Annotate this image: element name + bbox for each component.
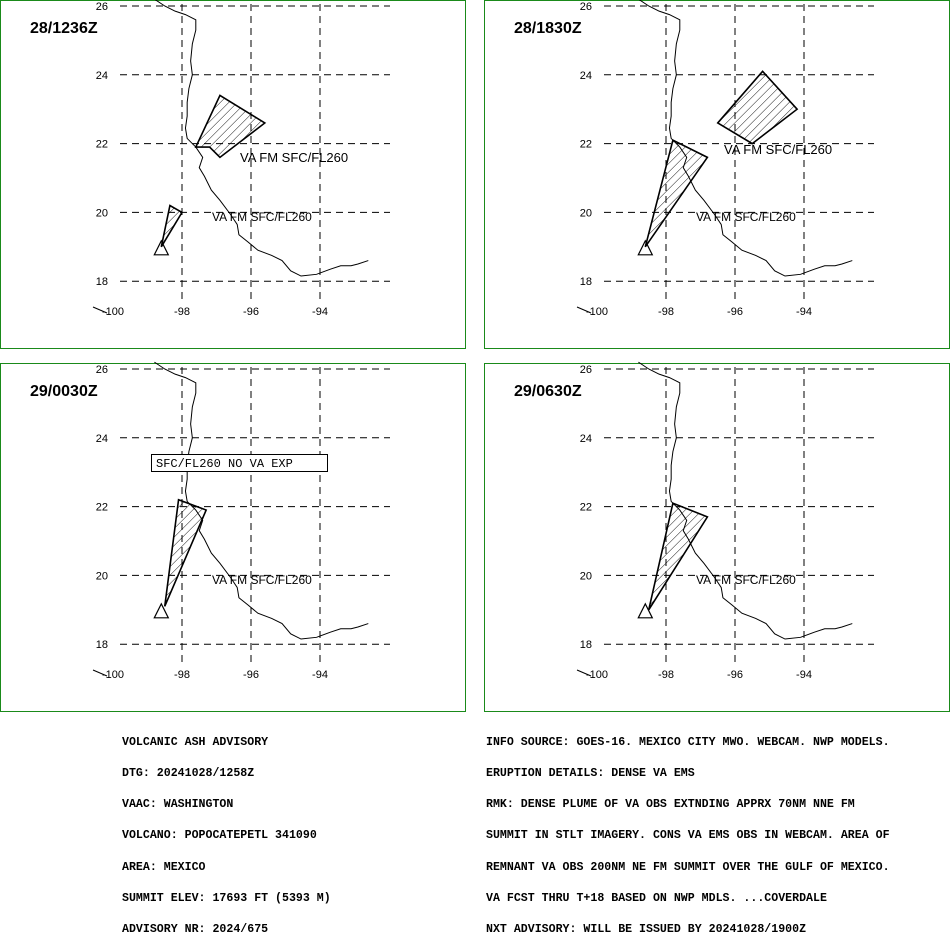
latitude-tick-label: 22: [96, 139, 108, 151]
advisory-forecast: VA FCST THRU T+18 BASED ON NWP MDLS. ...…: [486, 891, 827, 905]
volcano-icon: [637, 239, 654, 256]
advisory-title: VOLCANIC ASH ADVISORY: [122, 735, 269, 749]
ash-cloud-polygon: [716, 70, 799, 145]
latitude-tick-label: 24: [580, 70, 592, 82]
advisory-eruption-details: ERUPTION DETAILS: DENSE VA EMS: [486, 767, 695, 781]
latitude-tick-label: 26: [96, 364, 108, 376]
panel-time-label: 29/0030Z: [30, 383, 98, 400]
advisory-volcano: VOLCANO: POPOCATEPETL 341090: [122, 829, 317, 843]
advisory-info-left: VOLCANIC ASH ADVISORY DTG: 20241028/1258…: [122, 717, 331, 946]
latitude-tick-label: 26: [96, 1, 108, 13]
advisory-info-source: INFO SOURCE: GOES-16. MEXICO CITY MWO. W…: [486, 735, 890, 749]
longitude-tick-label: -94: [796, 669, 812, 681]
panel-time-label: 28/1236Z: [30, 20, 98, 37]
longitude-tick-label: -96: [727, 306, 743, 318]
map-panel: 26 24 22 20 18 -100 -98 -96 -94 29/0030Z VA FM SFC…: [0, 361, 466, 712]
map-panel: 26 24 22 20 18 -100 -98 -96 -94 28/1236Z VA FM SFC…: [0, 0, 466, 349]
no-ash-label: SFC/FL260 NO VA EXP: [156, 457, 293, 471]
latitude-tick-label: 20: [580, 207, 592, 219]
longitude-tick-label: -96: [727, 669, 743, 681]
advisory-vaac: VAAC: WASHINGTON: [122, 798, 234, 812]
longitude-tick-label: -96: [243, 306, 259, 318]
ash-cloud-label: VA FM SFC/FL260: [212, 210, 312, 224]
advisory-remark-2: SUMMIT IN STLT IMAGERY. CONS VA EMS OBS …: [486, 829, 890, 843]
longitude-tick-label: -100: [586, 669, 608, 681]
volcano-icon: [153, 239, 170, 256]
longitude-tick-label: -94: [312, 669, 328, 681]
advisory-area: AREA: MEXICO: [122, 860, 206, 874]
longitude-tick-label: -94: [796, 306, 812, 318]
ash-cloud-polygon: [194, 94, 267, 159]
coastline: [154, 0, 369, 277]
longitude-tick-label: -100: [102, 306, 124, 318]
coastline: [154, 361, 369, 640]
latitude-tick-label: 18: [96, 639, 108, 651]
latitude-tick-label: 20: [580, 570, 592, 582]
longitude-tick-label: -100: [586, 306, 608, 318]
advisory-info-right: INFO SOURCE: GOES-16. MEXICO CITY MWO. W…: [486, 717, 890, 946]
ash-cloud-label: VA FM SFC/FL260: [696, 210, 796, 224]
corner-tick-mark: [92, 669, 108, 677]
ash-cloud-polygon: [160, 204, 184, 248]
no-ash-label-box: [151, 454, 328, 472]
latitude-tick-label: 22: [580, 139, 592, 151]
panel-time-label: 29/0630Z: [514, 383, 582, 400]
advisory-dtg: DTG: 20241028/1258Z: [122, 767, 255, 781]
longitude-tick-label: -96: [243, 669, 259, 681]
advisory-remark-1: RMK: DENSE PLUME OF VA OBS EXTNDING APPR…: [486, 798, 855, 812]
latitude-tick-label: 18: [580, 639, 592, 651]
ash-cloud-polygon: [647, 502, 709, 611]
latitude-tick-label: 22: [96, 502, 108, 514]
longitude-tick-label: -98: [658, 306, 674, 318]
panel-frame: [0, 363, 466, 712]
panel-frame: [0, 0, 466, 349]
longitude-tick-label: -98: [174, 669, 190, 681]
volcano-icon: [637, 602, 654, 619]
ash-cloud-label: VA FM SFC/FL260: [724, 142, 832, 157]
latitude-tick-label: 18: [96, 276, 108, 288]
map-panel: 26 24 22 20 18 -100 -98 -96 -94 28/1830Z VA FM SFC…: [484, 0, 950, 349]
advisory-next: NXT ADVISORY: WILL BE ISSUED BY 20241028…: [486, 923, 807, 937]
latitude-tick-label: 20: [96, 207, 108, 219]
longitude-tick-label: -98: [174, 306, 190, 318]
latitude-tick-label: 26: [580, 1, 592, 13]
advisory-remark-3: REMNANT VA OBS 200NM NE FM SUMMIT OVER T…: [486, 860, 890, 874]
advisory-number: ADVISORY NR: 2024/675: [122, 923, 269, 937]
longitude-tick-label: -98: [658, 669, 674, 681]
latitude-tick-label: 24: [96, 433, 108, 445]
ash-cloud-label: VA FM SFC/FL260: [240, 150, 348, 165]
panel-time-label: 28/1830Z: [514, 20, 582, 37]
latitude-tick-label: 24: [96, 70, 108, 82]
longitude-tick-label: -100: [102, 669, 124, 681]
map-panel: 26 24 22 20 18 -100 -98 -96 -94 29/0630Z VA FM SFC…: [484, 361, 950, 712]
ash-cloud-polygon: [163, 498, 208, 607]
corner-tick-mark: [576, 669, 592, 677]
longitude-tick-label: -94: [312, 306, 328, 318]
latitude-tick-label: 20: [96, 570, 108, 582]
corner-tick-mark: [576, 306, 592, 314]
panel-frame: [484, 363, 950, 712]
panel-frame: [484, 0, 950, 349]
latitude-tick-label: 22: [580, 502, 592, 514]
volcano-icon: [153, 602, 170, 619]
latitude-tick-label: 24: [580, 433, 592, 445]
advisory-summit-elev: SUMMIT ELEV: 17693 FT (5393 M): [122, 891, 331, 905]
advisory-map-grid: 26 24 22 20 18 -100 -98 -96 -94 28/1236Z VA FM SFC…: [0, 0, 950, 712]
ash-cloud-label: VA FM SFC/FL260: [212, 573, 312, 587]
ash-cloud-label: VA FM SFC/FL260: [696, 573, 796, 587]
latitude-tick-label: 18: [580, 276, 592, 288]
latitude-tick-label: 26: [580, 364, 592, 376]
ash-cloud-polygon: [644, 139, 709, 248]
corner-tick-mark: [92, 306, 108, 314]
